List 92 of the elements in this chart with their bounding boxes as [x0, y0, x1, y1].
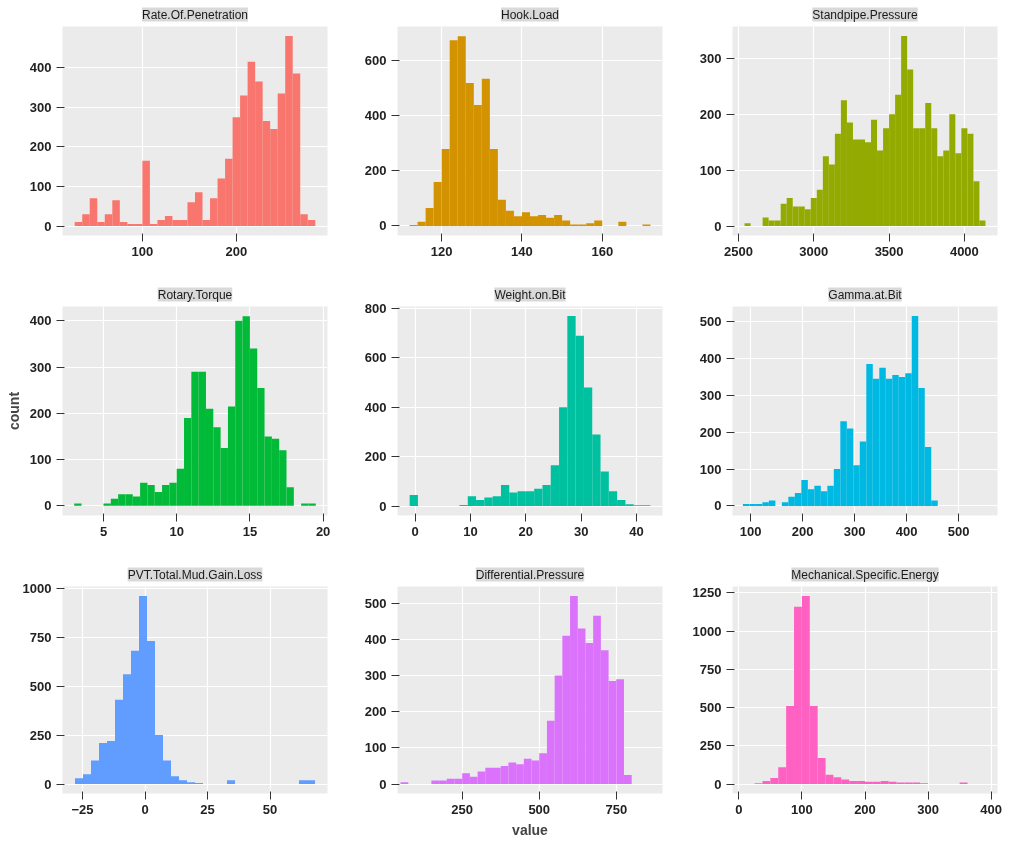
- x-tick-label: 10: [463, 523, 478, 539]
- x-tick-label: 15: [242, 523, 258, 539]
- y-tick-label: 100: [364, 740, 387, 756]
- x-tick-label: −25: [71, 801, 94, 817]
- x-tick-label: 30: [573, 523, 589, 539]
- x-tick-label: 200: [791, 523, 814, 539]
- x-axis-title: value: [512, 821, 549, 838]
- y-tick-label: 200: [364, 704, 387, 720]
- x-tick-label: 10: [169, 523, 184, 539]
- y-tick-label: 500: [364, 595, 387, 611]
- y-tick-label: 300: [29, 359, 52, 375]
- x-tick-label: 20: [315, 523, 331, 539]
- y-tick-label: 500: [699, 314, 722, 330]
- x-tick-label: 500: [947, 523, 970, 539]
- x-tick-label: 300: [917, 801, 939, 817]
- y-tick-label: 400: [364, 108, 387, 124]
- y-tick-label: 0: [379, 218, 387, 234]
- x-tick-label: 750: [605, 801, 628, 817]
- y-tick-label: 400: [364, 631, 387, 647]
- y-tick-label: 200: [699, 106, 722, 122]
- y-tick-label: 0: [44, 498, 52, 514]
- x-tick-label: 300: [843, 523, 866, 539]
- x-tick-label: 20: [518, 523, 534, 539]
- chart-title: Standpipe.Pressure: [812, 7, 919, 22]
- y-tick-label: 400: [699, 350, 722, 366]
- y-tick-label: 100: [29, 452, 52, 468]
- x-tick-label: 400: [895, 523, 918, 539]
- chart-title: Weight.on.Bit: [494, 287, 567, 302]
- y-tick-label: 0: [714, 218, 722, 234]
- y-tick-label: 1000: [22, 580, 52, 596]
- chart-title: Differential.Pressure: [475, 567, 585, 582]
- y-tick-label: 250: [699, 738, 722, 754]
- y-tick-label: 400: [29, 60, 52, 76]
- y-tick-label: 200: [29, 139, 52, 155]
- y-tick-label: 250: [29, 727, 52, 743]
- y-tick-label: 0: [714, 498, 722, 514]
- y-tick-label: 100: [699, 162, 722, 178]
- x-tick-label: 2500: [724, 243, 753, 259]
- y-tick-label: 300: [29, 99, 52, 115]
- x-tick-label: 200: [854, 801, 876, 817]
- x-tick-label: 3000: [799, 243, 829, 259]
- x-tick-label: 0: [411, 523, 419, 539]
- y-tick-label: 100: [699, 461, 722, 477]
- y-tick-label: 200: [364, 449, 387, 465]
- x-tick-label: 120: [430, 243, 453, 259]
- y-tick-label: 1000: [692, 623, 722, 639]
- chart-title: Gamma.at.Bit: [828, 287, 903, 302]
- x-tick-label: 5: [99, 523, 108, 539]
- y-tick-label: 0: [379, 776, 387, 792]
- y-tick-label: 300: [699, 50, 722, 66]
- y-tick-label: 800: [364, 300, 387, 316]
- x-tick-label: 3500: [874, 243, 904, 259]
- y-tick-label: 400: [29, 313, 52, 329]
- chart-title: Rotary.Torque: [157, 287, 233, 302]
- y-tick-label: 0: [714, 776, 722, 792]
- x-tick-label: 250: [451, 801, 474, 817]
- x-tick-label: 400: [980, 801, 1003, 817]
- y-tick-label: 600: [364, 350, 387, 366]
- x-tick-label: 4000: [949, 243, 979, 259]
- y-tick-label: 100: [29, 178, 52, 194]
- y-tick-label: 0: [379, 498, 387, 514]
- x-tick-label: 200: [225, 243, 248, 259]
- x-tick-label: 100: [791, 801, 813, 817]
- y-tick-label: 0: [44, 776, 52, 792]
- chart-title: Rate.Of.Penetration: [141, 7, 249, 22]
- y-tick-label: 500: [29, 678, 52, 694]
- y-tick-label: 400: [364, 399, 387, 415]
- x-tick-label: 40: [629, 523, 644, 539]
- y-tick-label: 500: [699, 700, 722, 716]
- chart-title: PVT.Total.Mud.Gain.Loss: [127, 567, 263, 582]
- y-tick-label: 200: [364, 163, 387, 179]
- x-tick-label: 100: [739, 523, 762, 539]
- y-axis-title: count: [5, 391, 22, 431]
- y-tick-label: 300: [699, 387, 722, 403]
- x-tick-label: 0: [735, 801, 743, 817]
- x-tick-label: 25: [200, 801, 215, 817]
- x-tick-label: 100: [131, 243, 154, 259]
- y-tick-label: 750: [699, 661, 722, 677]
- x-tick-label: 140: [511, 243, 533, 259]
- y-tick-label: 200: [29, 405, 52, 421]
- x-tick-label: 500: [528, 801, 551, 817]
- y-tick-label: 750: [29, 629, 52, 645]
- x-tick-label: 50: [262, 801, 278, 817]
- y-tick-label: 300: [364, 668, 387, 684]
- y-tick-label: 0: [44, 218, 52, 234]
- y-tick-label: 600: [364, 53, 387, 69]
- y-tick-label: 1250: [692, 585, 722, 601]
- x-tick-label: 160: [591, 243, 614, 259]
- chart-title: Hook.Load: [500, 7, 560, 22]
- x-tick-label: 0: [141, 801, 149, 817]
- y-tick-label: 200: [699, 424, 722, 440]
- chart-title: Mechanical.Specific.Energy: [791, 567, 939, 582]
